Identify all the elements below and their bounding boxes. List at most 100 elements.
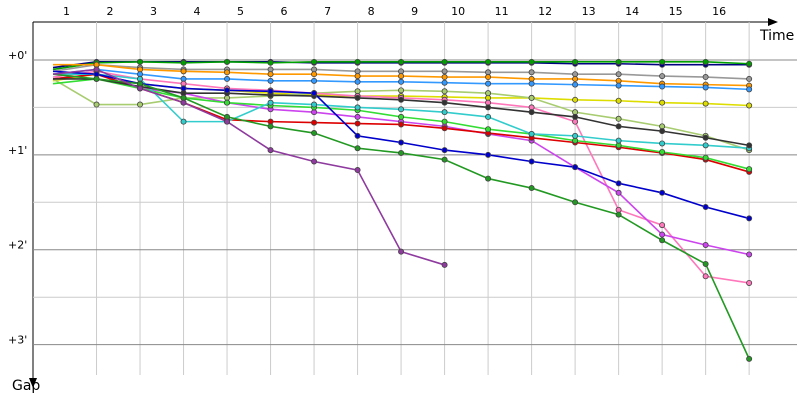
lap-label: 11: [495, 5, 509, 18]
data-point: [702, 241, 709, 248]
data-point: [746, 60, 753, 67]
data-point: [528, 80, 535, 87]
data-point: [659, 237, 666, 244]
y-tick-label: +2': [8, 239, 27, 252]
data-point: [441, 74, 448, 81]
data-point: [441, 79, 448, 86]
data-point: [615, 180, 622, 187]
time-arrow: [768, 18, 778, 26]
data-point: [180, 59, 187, 66]
data-point: [572, 81, 579, 88]
data-point: [615, 189, 622, 196]
data-point: [485, 175, 492, 182]
data-point: [659, 149, 666, 156]
data-point: [485, 126, 492, 133]
data-point: [354, 58, 361, 65]
data-point: [441, 58, 448, 65]
data-point: [572, 75, 579, 82]
data-point: [398, 96, 405, 103]
data-point: [485, 58, 492, 65]
data-point: [267, 147, 274, 154]
data-point: [485, 151, 492, 158]
data-point: [137, 58, 144, 65]
data-point: [746, 75, 753, 82]
lap-label: 10: [451, 5, 465, 18]
data-point: [137, 101, 144, 108]
data-point: [398, 248, 405, 255]
data-point: [224, 69, 231, 76]
data-point: [224, 118, 231, 125]
data-point: [528, 58, 535, 65]
data-point: [398, 106, 405, 113]
data-point: [180, 99, 187, 106]
lap-label: 5: [237, 5, 244, 18]
data-point: [528, 109, 535, 116]
data-point: [398, 78, 405, 85]
data-point: [441, 118, 448, 125]
data-point: [267, 123, 274, 130]
data-point: [615, 211, 622, 218]
data-point: [572, 164, 579, 171]
data-point: [137, 85, 144, 92]
data-point: [615, 123, 622, 130]
data-point: [528, 94, 535, 101]
data-point: [441, 88, 448, 95]
data-point: [659, 189, 666, 196]
data-point: [746, 251, 753, 258]
data-point: [398, 121, 405, 128]
data-point: [702, 74, 709, 81]
data-point: [398, 87, 405, 94]
data-point: [354, 167, 361, 174]
lap-label: 6: [281, 5, 288, 18]
data-point: [224, 75, 231, 82]
data-point: [311, 158, 318, 165]
lap-label: 15: [669, 5, 683, 18]
data-point: [746, 166, 753, 173]
lap-label: 7: [324, 5, 331, 18]
data-point: [354, 113, 361, 120]
data-point: [354, 132, 361, 139]
data-point: [659, 99, 666, 106]
y-tick-label: +3': [8, 334, 27, 347]
data-point: [354, 145, 361, 152]
data-point: [398, 73, 405, 80]
data-point: [93, 66, 100, 73]
data-point: [311, 58, 318, 65]
data-point: [224, 87, 231, 94]
data-point: [267, 88, 274, 95]
data-point: [702, 84, 709, 91]
data-point: [354, 120, 361, 127]
data-point: [659, 222, 666, 229]
data-point: [354, 104, 361, 111]
series-line: [52, 68, 445, 266]
data-point: [572, 132, 579, 139]
data-point: [441, 99, 448, 106]
data-point: [746, 102, 753, 109]
data-point: [659, 140, 666, 147]
data-point: [311, 77, 318, 84]
lap-label: 8: [368, 5, 375, 18]
data-point: [398, 149, 405, 156]
data-point: [224, 58, 231, 65]
data-point: [485, 104, 492, 111]
y-axis-title: Gap: [12, 378, 40, 394]
data-point: [746, 86, 753, 93]
data-point: [354, 94, 361, 101]
data-point: [528, 185, 535, 192]
data-point: [659, 73, 666, 80]
data-point: [311, 90, 318, 97]
data-point: [441, 261, 448, 268]
plot: [52, 58, 753, 362]
data-point: [267, 59, 274, 66]
data-point: [441, 109, 448, 116]
data-point: [528, 69, 535, 76]
data-point: [311, 71, 318, 78]
data-point: [615, 58, 622, 65]
data-point: [702, 204, 709, 211]
data-point: [615, 97, 622, 104]
data-point: [528, 158, 535, 165]
data-point: [659, 231, 666, 238]
lap-label: 2: [107, 5, 114, 18]
data-point: [485, 74, 492, 81]
